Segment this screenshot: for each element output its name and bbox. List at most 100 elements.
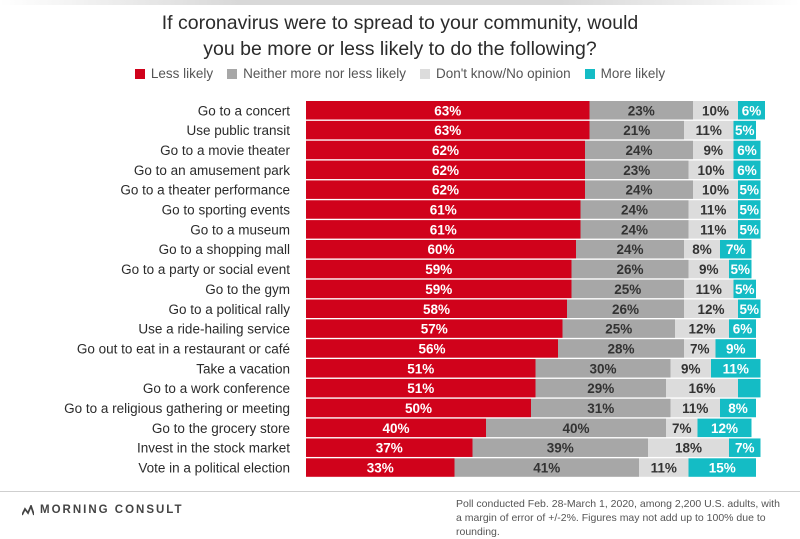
bar-segment [666,378,738,398]
bar-segment [306,200,581,219]
data-label: 9% [703,143,723,158]
morning-consult-logo-icon [22,504,34,515]
bar-segment [306,378,536,398]
bar-segment [738,180,761,199]
bar-segment [306,438,473,457]
data-label: 56% [418,341,445,356]
data-label: 8% [692,242,712,257]
data-label: 61% [430,222,457,237]
bar-row: Go to an amusement park 62% 23% 10% 6% [134,160,761,180]
data-label: 5% [735,282,755,297]
data-label: 11% [700,203,726,218]
bar-segment [535,359,671,378]
data-label: 63% [434,123,461,138]
data-label: 26% [612,302,639,317]
brand-name: MORNING CONSULT [40,504,184,516]
data-label: 33% [367,461,394,476]
bar-segment [697,418,752,438]
bar-segment [693,180,738,199]
bar-segment [535,378,666,398]
bar-segment [670,359,711,378]
top-decorative-strip [0,0,800,5]
data-label: 50% [405,401,432,416]
data-label: 30% [589,361,616,376]
bar-segment [688,458,756,477]
legend-swatch [227,68,238,79]
bar-segment [576,239,684,259]
data-label: 51% [407,361,434,376]
data-label: 15% [709,461,736,476]
legend-swatch [419,68,430,79]
data-label: 24% [625,183,652,198]
data-label: 10% [702,183,729,198]
bar-segment [688,160,734,180]
bar-segment [693,140,734,160]
data-label: 40% [382,421,409,436]
bar-row: Go to the grocery store 40% 40% 7% 12% [152,418,752,438]
data-label: 41% [533,461,560,476]
data-label: 60% [427,242,454,257]
category-label: Go to the gym [205,282,290,297]
data-label: 61% [430,203,457,218]
data-label: 5% [730,262,750,277]
bar-row: Go to the gym 59% 25% 11% 5% [205,279,756,299]
data-label: 24% [621,203,648,218]
data-label: 39% [547,441,574,456]
category-label: Go to a concert [198,103,291,118]
category-label: Go to a theater performance [120,183,290,198]
data-label: 31% [587,401,614,416]
legend-label: Less likely [150,66,214,81]
legend-item-neither: Neither more nor less likely [227,66,406,81]
bar-segment [733,140,761,160]
bar-segment [688,200,738,219]
bar-row: Go to a political rally 58% 26% 12% 5% [168,299,761,318]
data-label: 5% [735,123,755,138]
data-label: 62% [432,143,459,158]
data-label: 24% [621,222,648,237]
legend-item-more-likely: More likely [584,66,666,81]
data-label: 11% [651,461,677,476]
bar-segment [580,200,689,219]
bar-segment [567,299,684,318]
bar-segment [306,101,590,120]
bar-segment [306,359,536,378]
legend-label: Don't know/No opinion [435,66,571,81]
bar-segment [684,239,720,259]
data-label: 23% [628,103,655,118]
data-label: 12% [697,302,724,317]
chart-legend: Less likely Neither more nor less likely… [0,66,800,81]
data-label: 37% [376,441,403,456]
data-label: 5% [739,183,759,198]
category-label: Go to an amusement park [134,163,290,178]
bar-segment [306,418,486,438]
data-label: 5% [739,203,759,218]
bar-segment [729,438,761,457]
data-label: 62% [432,183,459,198]
bar-segment [729,259,752,279]
bar-segment [670,398,720,418]
bar-segment [306,160,585,180]
category-label: Go to a work conference [143,381,290,396]
bar-segment [562,319,675,338]
bar-segment [558,339,684,358]
category-label: Take a vacation [196,361,290,376]
bar-segment [585,140,693,160]
category-label: Go to the grocery store [152,421,290,436]
legend-swatch [134,68,145,79]
bar-segment [306,220,581,239]
bar-row: Go to a museum 61% 24% 11% 5% [190,220,761,239]
bar-segment [684,299,738,318]
bar-segment [711,359,761,378]
legend-label: More likely [600,66,666,81]
data-label: 11% [723,361,749,376]
bar-segment [738,200,761,219]
bar-segment [675,319,729,338]
bar-segment [585,160,689,180]
data-label: 26% [616,262,643,277]
data-label: 59% [425,262,452,277]
data-label: 29% [587,381,614,396]
category-label: Go to a movie theater [160,143,290,158]
data-label: 11% [700,222,726,237]
bar-segment [571,279,684,299]
data-label: 25% [605,322,632,337]
